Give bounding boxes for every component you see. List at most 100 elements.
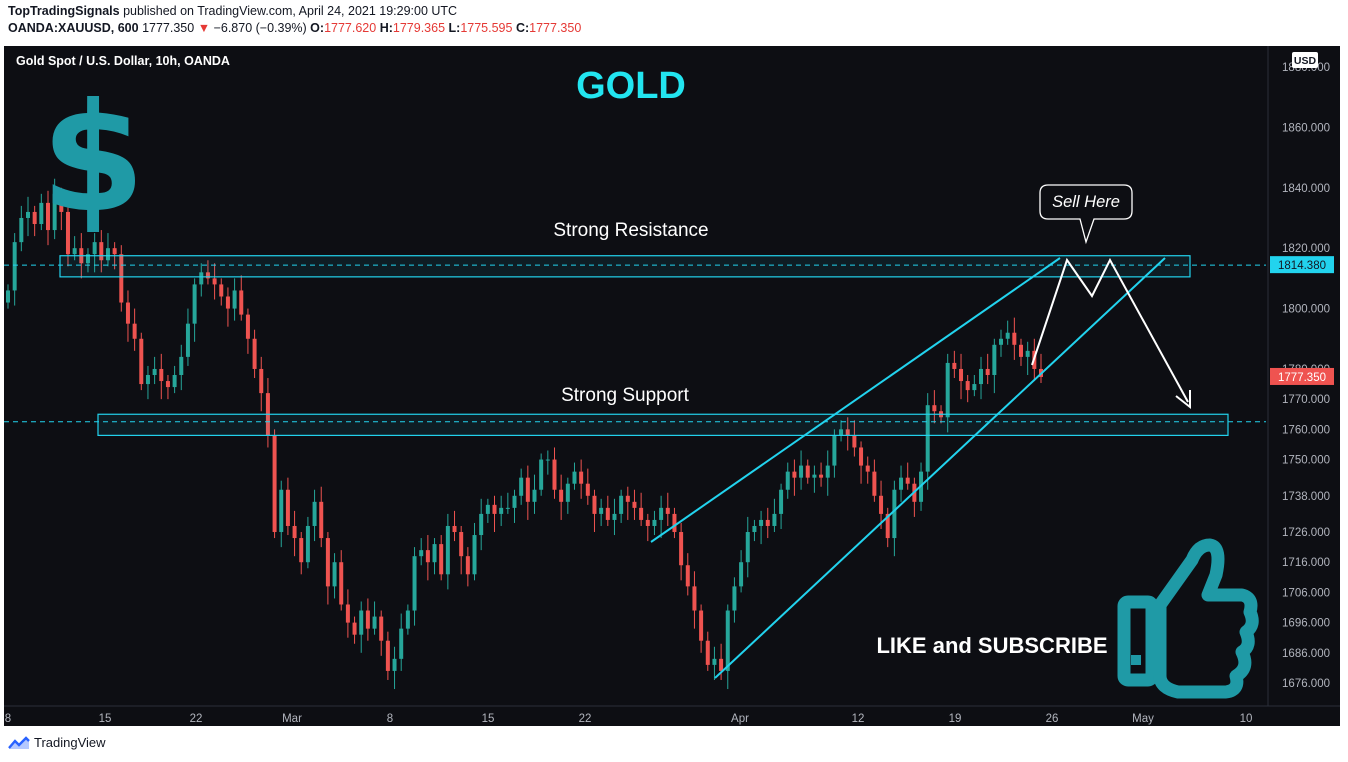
candle-body — [399, 628, 404, 659]
candle-body — [405, 610, 410, 629]
candle-body — [92, 242, 97, 255]
candle-body — [632, 501, 637, 508]
price-chart[interactable]: 1880.0001860.0001840.0001820.0001800.000… — [0, 40, 1348, 728]
candle-body — [19, 217, 24, 243]
publisher-name[interactable]: TopTradingSignals — [8, 4, 120, 18]
last-price: 1777.350 — [142, 21, 195, 35]
candle-body — [52, 193, 57, 231]
publish-info: TopTradingSignals published on TradingVi… — [8, 4, 457, 18]
y-tick-label: 1820.000 — [1282, 243, 1330, 255]
candle-body — [319, 501, 324, 539]
candle-body — [165, 381, 170, 388]
candle-body — [972, 384, 977, 391]
candle-body — [505, 507, 510, 509]
candle-body — [172, 375, 177, 388]
candle-body — [472, 535, 477, 575]
candle-body — [539, 459, 544, 490]
y-tick-label: 1716.000 — [1282, 557, 1330, 569]
tradingview-brand: TradingView — [34, 735, 106, 750]
candle-body — [39, 202, 44, 225]
candle-body — [765, 519, 770, 526]
candle-body — [572, 471, 577, 484]
candle-body — [279, 489, 284, 533]
candle-body — [359, 610, 364, 635]
x-tick-label: 15 — [482, 713, 495, 725]
candle-body — [605, 507, 610, 520]
candle-body — [532, 489, 537, 502]
candle-body — [145, 375, 150, 385]
y-tick-label: 1800.000 — [1282, 304, 1330, 316]
candle-body — [332, 562, 337, 587]
candle-body — [852, 435, 857, 448]
candle-body — [179, 356, 184, 375]
candle-body — [559, 489, 564, 502]
candle-body — [105, 248, 110, 261]
x-tick-label: 22 — [190, 713, 203, 725]
y-tick-label: 1738.000 — [1282, 491, 1330, 503]
ohlc-header: OANDA:XAUUSD, 600 1777.350 ▼ −6.870 (−0.… — [8, 21, 581, 35]
candle-body — [312, 501, 317, 526]
candle-body — [292, 525, 297, 539]
candle-body — [879, 495, 884, 514]
candle-body — [159, 368, 164, 382]
x-tick-label: Apr — [731, 713, 749, 725]
candle-body — [645, 519, 650, 526]
candle-body — [712, 658, 717, 665]
candle-body — [465, 556, 470, 575]
candle-body — [185, 323, 190, 357]
candle-body — [492, 504, 497, 514]
candle-body — [32, 211, 37, 225]
candle-body — [592, 495, 597, 514]
candle-body — [232, 290, 237, 309]
y-tick-label: 1696.000 — [1282, 618, 1330, 630]
resistance-price-tag — [1270, 256, 1334, 274]
candle-body — [59, 193, 64, 212]
candle-body — [132, 323, 137, 339]
sell-here-text: Sell Here — [1052, 193, 1120, 211]
instrument-label: Gold Spot / U.S. Dollar, 10h, OANDA — [16, 54, 230, 68]
candle-body — [872, 471, 877, 496]
x-tick-label: May — [1132, 713, 1154, 725]
last-price-tag-text: 1777.350 — [1278, 372, 1326, 384]
tradingview-logo-icon — [8, 735, 30, 749]
candle-body — [1025, 350, 1030, 357]
candle-body — [725, 610, 730, 671]
candle-body — [45, 202, 50, 231]
candle-body — [212, 278, 217, 285]
candle-body — [999, 338, 1004, 345]
candle-body — [499, 507, 504, 514]
candle-body — [732, 586, 737, 611]
low-label: L: — [448, 21, 461, 35]
candle-body — [812, 474, 817, 478]
candle-body — [152, 368, 157, 375]
plot-background — [4, 46, 1340, 726]
x-tick-label: 8 — [387, 713, 393, 725]
candle-body — [659, 507, 664, 520]
candle-body — [25, 211, 30, 218]
x-tick-label: 15 — [99, 713, 112, 725]
tradingview-footer[interactable]: TradingView — [8, 735, 106, 750]
x-tick-label: 8 — [5, 713, 11, 725]
candle-body — [959, 368, 964, 382]
candle-body — [672, 513, 677, 533]
candle-body — [679, 532, 684, 566]
candle-body — [299, 538, 304, 563]
candle-body — [945, 362, 950, 418]
candle-body — [239, 290, 244, 315]
candle-body — [785, 471, 790, 490]
candle-body — [439, 544, 444, 575]
candle-body — [579, 471, 584, 484]
x-tick-label: Mar — [282, 713, 302, 725]
candle-body — [759, 519, 764, 526]
candle-body — [452, 525, 457, 533]
candle-body — [685, 565, 690, 587]
candle-body — [865, 465, 870, 472]
x-tick-label: 26 — [1046, 713, 1059, 725]
y-tick-label: 1760.000 — [1282, 424, 1330, 436]
candle-body — [705, 640, 710, 665]
low-value: 1775.595 — [460, 21, 513, 35]
candle-body — [519, 477, 524, 496]
candle-body — [585, 483, 590, 496]
symbol-label: OANDA:XAUUSD, 600 — [8, 21, 139, 35]
cta-text: LIKE and SUBSCRIBE — [876, 633, 1107, 658]
